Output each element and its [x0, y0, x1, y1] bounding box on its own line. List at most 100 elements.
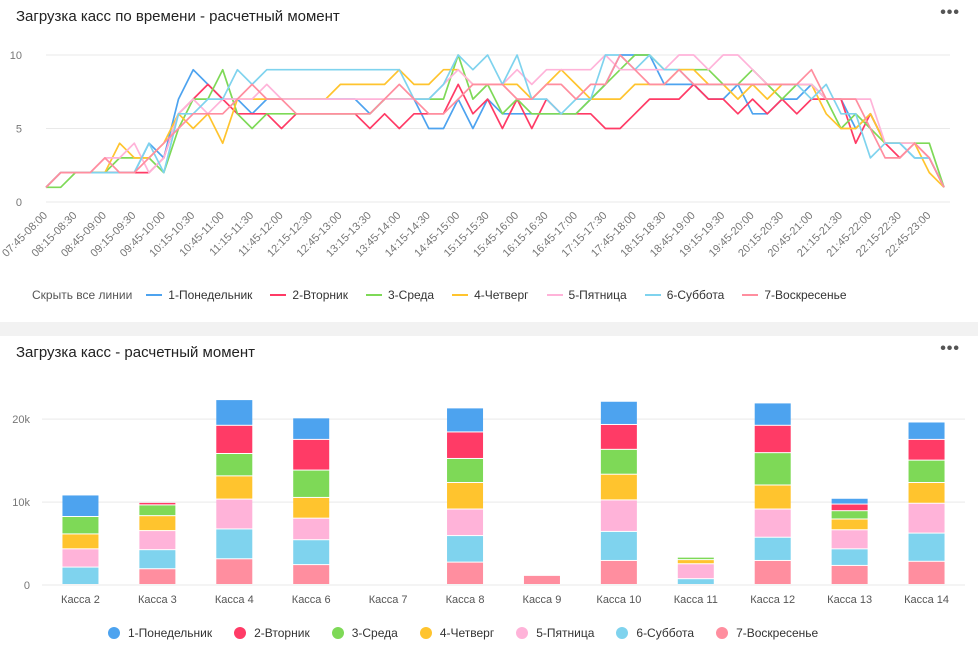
bar-segment-касса-6-1[interactable] — [293, 418, 330, 439]
bar-segment-касса-10-1[interactable] — [600, 401, 637, 424]
bar-segment-касса-13-2[interactable] — [831, 504, 868, 511]
legend-item-7[interactable]: 7-Воскресенье — [716, 626, 818, 640]
bar-segment-касса-3-7[interactable] — [139, 569, 176, 584]
bar-segment-касса-4-5[interactable] — [216, 499, 253, 529]
legend-dot — [616, 627, 629, 639]
legend-swatch — [452, 294, 469, 296]
y-tick-label: 10k — [12, 497, 30, 509]
bar-segment-касса-8-7[interactable] — [447, 562, 484, 584]
bar-segment-касса-13-4[interactable] — [831, 519, 868, 530]
bar-segment-касса-13-7[interactable] — [831, 565, 868, 584]
bar-segment-касса-8-2[interactable] — [447, 432, 484, 458]
bar-segment-касса-12-3[interactable] — [754, 453, 791, 485]
bar-segment-касса-4-7[interactable] — [216, 559, 253, 584]
bar-segment-касса-11-4[interactable] — [677, 560, 714, 564]
series-line-7[interactable] — [45, 54, 945, 188]
bar-segment-касса-14-6[interactable] — [908, 533, 945, 561]
legend-item-2[interactable]: 2-Вторник — [234, 626, 310, 640]
series-line-5[interactable] — [45, 54, 945, 188]
bar-segment-касса-8-3[interactable] — [447, 458, 484, 483]
bar-segment-касса-13-3[interactable] — [831, 511, 868, 519]
bar-segment-касса-14-7[interactable] — [908, 561, 945, 584]
bar-segment-касса-12-4[interactable] — [754, 485, 791, 509]
bar-segment-касса-11-5[interactable] — [677, 564, 714, 579]
y-tick-label: 20k — [12, 414, 30, 426]
bar-segment-касса-2-4[interactable] — [62, 534, 99, 549]
bar-segment-касса-10-7[interactable] — [600, 560, 637, 584]
bar-segment-касса-13-1[interactable] — [831, 498, 868, 504]
legend-label: 7-Воскресенье — [736, 626, 819, 640]
bar-segment-касса-6-4[interactable] — [293, 497, 330, 518]
legend-label: 6-Суббота — [666, 288, 725, 302]
hide-all-lines-button[interactable]: Скрыть все линии — [32, 288, 133, 302]
legend-item-7[interactable]: 7-Воскресенье — [742, 288, 847, 302]
bar-segment-касса-12-1[interactable] — [754, 403, 791, 425]
bar-segment-касса-14-1[interactable] — [908, 422, 945, 439]
bar-segment-касса-8-6[interactable] — [447, 536, 484, 562]
legend-item-1[interactable]: 1-Понедельник — [108, 626, 212, 640]
bar-segment-касса-10-5[interactable] — [600, 500, 637, 531]
bar-segment-касса-11-3[interactable] — [677, 557, 714, 560]
bar-segment-касса-8-4[interactable] — [447, 483, 484, 509]
bar-segment-касса-13-6[interactable] — [831, 549, 868, 565]
series-line-3[interactable] — [46, 54, 945, 189]
legend-item-6[interactable]: 6-Суббота — [616, 626, 694, 640]
legend-item-4[interactable]: 4-Четверг — [452, 288, 529, 302]
bar-segment-касса-8-1[interactable] — [447, 408, 484, 432]
legend-swatch — [366, 294, 382, 296]
bar-segment-касса-14-5[interactable] — [908, 503, 945, 533]
bar-segment-касса-12-2[interactable] — [754, 425, 791, 453]
bar-segment-касса-12-5[interactable] — [754, 509, 791, 537]
bar-segment-касса-4-3[interactable] — [216, 453, 253, 476]
bar-segment-касса-14-3[interactable] — [908, 460, 945, 483]
bar-segment-касса-4-1[interactable] — [216, 400, 253, 425]
bar-segment-касса-10-2[interactable] — [600, 424, 637, 449]
bar-segment-касса-10-3[interactable] — [600, 449, 637, 474]
series-line-2[interactable] — [45, 83, 945, 188]
legend-item-3[interactable]: 3-Среда — [366, 288, 434, 302]
legend-item-5[interactable]: 5-Пятница — [516, 626, 594, 640]
bar-segment-касса-3-2[interactable] — [139, 502, 176, 505]
bar-segment-касса-4-4[interactable] — [216, 476, 253, 499]
series-line-1[interactable] — [45, 54, 945, 188]
legend-label: 2-Вторник — [292, 288, 348, 302]
legend-label: 4-Четверг — [474, 288, 529, 302]
more-icon[interactable]: ••• — [940, 4, 960, 21]
legend-item-4[interactable]: 4-Четверг — [419, 626, 494, 640]
bar-segment-касса-9-7[interactable] — [523, 575, 560, 584]
bar-segment-касса-11-6[interactable] — [677, 579, 714, 584]
legend-item-6[interactable]: 6-Суббота — [644, 288, 725, 302]
legend-item-2[interactable]: 2-Вторник — [270, 288, 348, 302]
bar-segment-касса-6-2[interactable] — [293, 439, 330, 470]
bar-segment-касса-4-2[interactable] — [216, 425, 253, 453]
bar-segment-касса-2-6[interactable] — [62, 567, 99, 584]
bar-segment-касса-3-5[interactable] — [139, 531, 176, 550]
legend-item-1[interactable]: 1-Понедельник — [146, 288, 252, 302]
bar-segment-касса-2-1[interactable] — [62, 495, 99, 517]
bar-segment-касса-3-6[interactable] — [139, 550, 176, 569]
legend-label: 5-Пятница — [536, 626, 595, 640]
bar-segment-касса-6-3[interactable] — [293, 470, 330, 497]
series-line-6[interactable] — [45, 54, 945, 188]
bar-segment-касса-12-7[interactable] — [754, 560, 791, 584]
bar-segment-касса-6-6[interactable] — [293, 540, 330, 565]
legend-swatch — [742, 294, 759, 296]
bar-segment-касса-3-4[interactable] — [139, 516, 176, 531]
legend-item-3[interactable]: 3-Среда — [331, 626, 398, 640]
bar-segment-касса-8-5[interactable] — [447, 509, 484, 536]
bar-segment-касса-12-6[interactable] — [754, 537, 791, 560]
bar-segment-касса-14-4[interactable] — [908, 483, 945, 503]
bar-segment-касса-3-3[interactable] — [139, 505, 176, 516]
x-tick-label: Касса 11 — [674, 594, 718, 606]
bar-segment-касса-14-2[interactable] — [908, 439, 945, 460]
bar-segment-касса-10-6[interactable] — [600, 531, 637, 560]
bar-segment-касса-2-5[interactable] — [62, 549, 99, 567]
bar-segment-касса-2-3[interactable] — [62, 517, 99, 534]
bar-segment-касса-6-5[interactable] — [293, 518, 330, 540]
legend-item-5[interactable]: 5-Пятница — [546, 288, 627, 302]
bar-segment-касса-13-5[interactable] — [831, 530, 868, 549]
bar-segment-касса-4-6[interactable] — [216, 529, 253, 559]
bar-segment-касса-6-7[interactable] — [293, 565, 330, 584]
bar-segment-касса-10-4[interactable] — [600, 474, 637, 500]
more-icon[interactable]: ••• — [940, 340, 960, 357]
